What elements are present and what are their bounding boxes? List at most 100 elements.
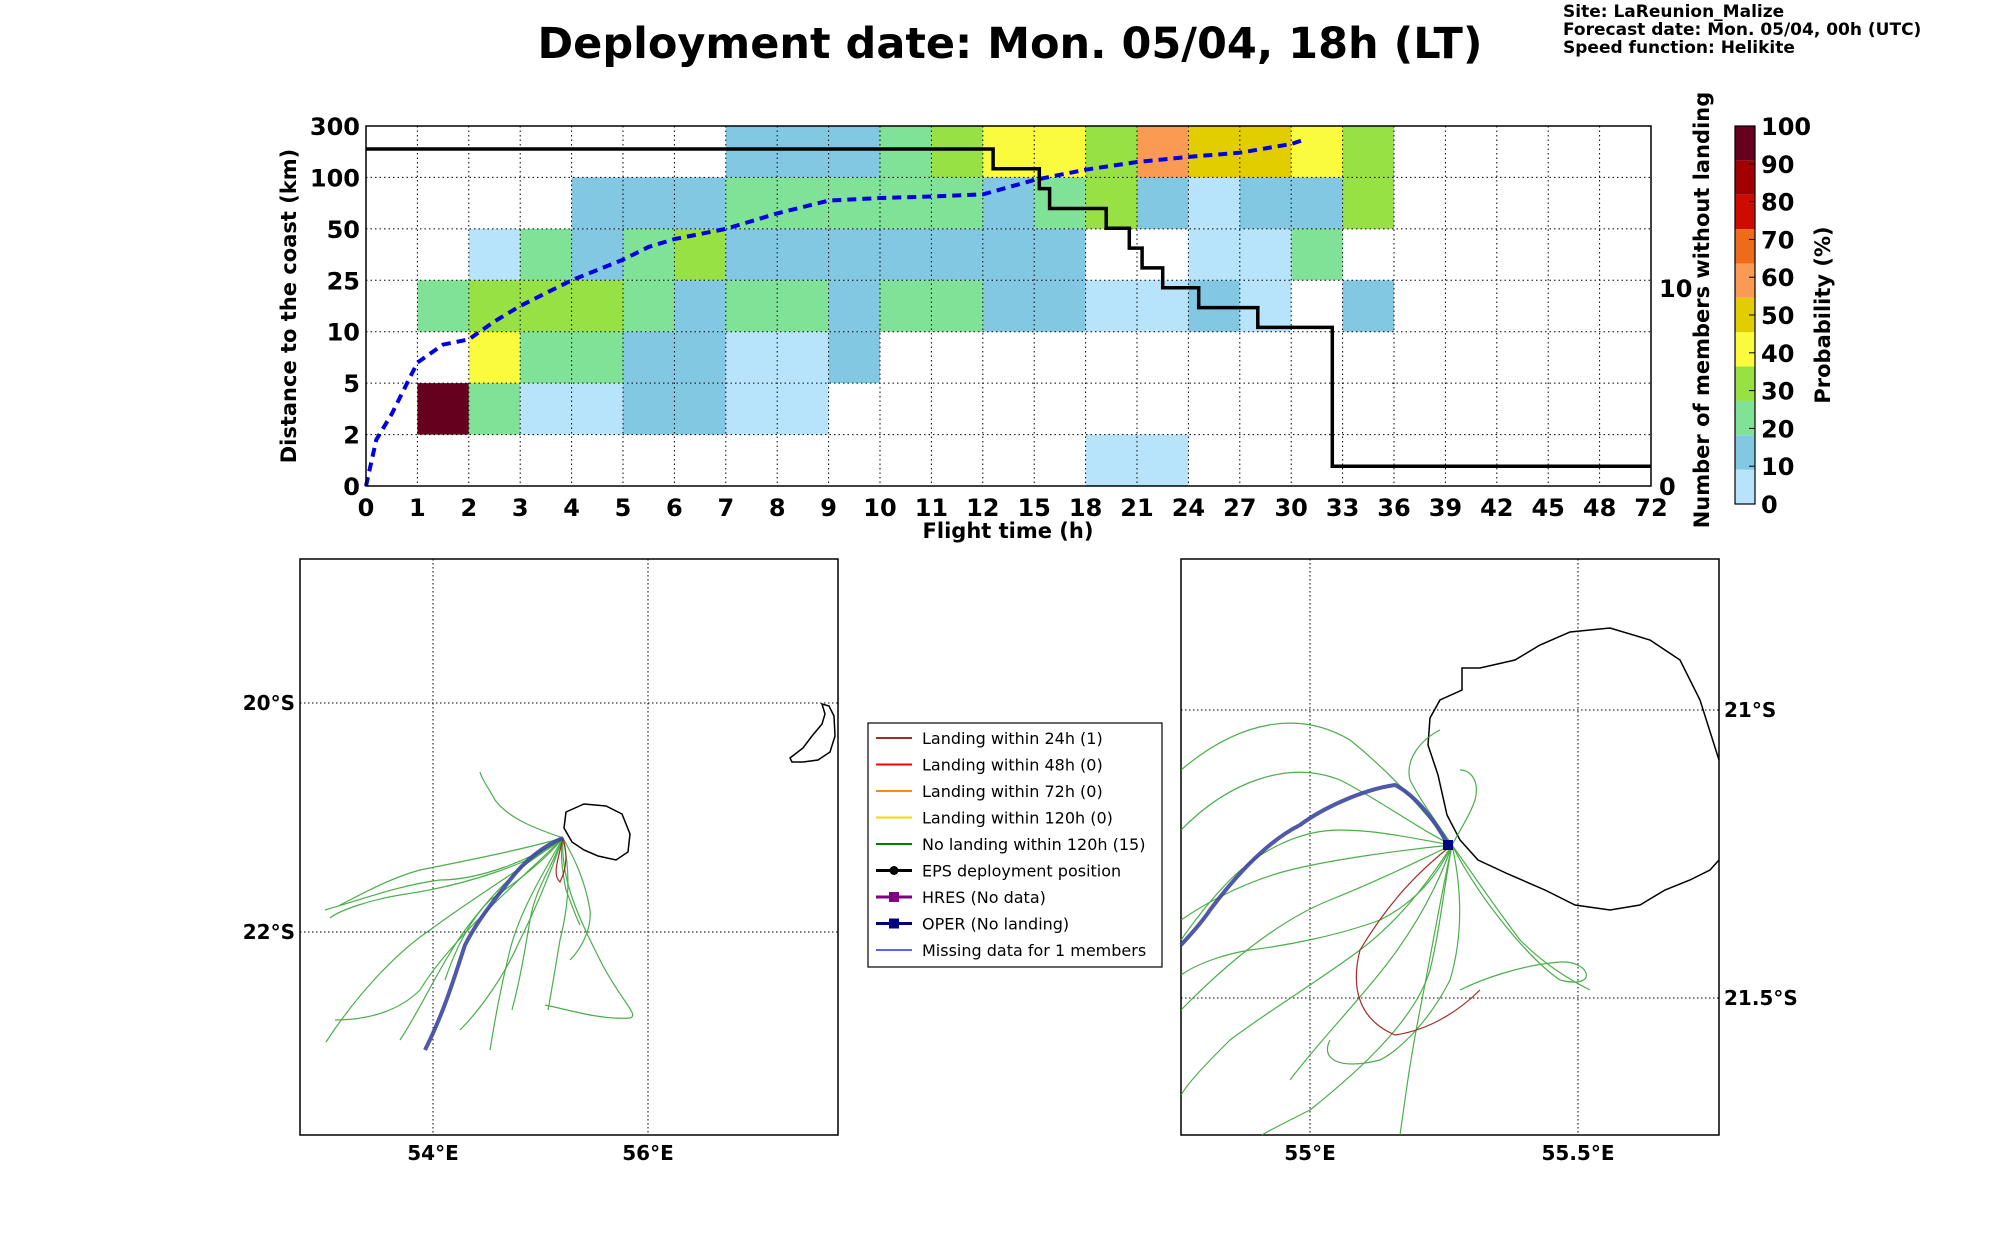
heatmap-cell [725,280,778,332]
legend-marker [889,918,899,929]
heatmap-cell [880,177,932,229]
colorbar-tick-label: 50 [1761,302,1794,330]
heatmap-cell [982,177,1035,229]
legend-item: Missing data for 1 members [876,941,1146,960]
heatmap-cell [1342,177,1394,229]
longitude-label: 55°E [1284,1141,1336,1165]
legend-items: Landing within 24h (1) Landing within 48h… [876,729,1146,960]
legend-item: Landing within 24h (1) [876,729,1103,748]
map-right-tick-labels: 55°E 55.5°E 21°S 21.5°S [1284,698,1798,1165]
heatmap-cell [828,126,880,178]
heatmap-cell [1085,177,1137,229]
x-tick-label: 36 [1377,494,1410,522]
heatmap-cell [880,126,932,178]
x-tick-label: 12 [966,494,999,522]
oper-trajectory-left [423,836,564,1051]
map-left-tick-labels: 54°E 56°E 20°S 22°S [243,691,674,1165]
y-tick-label: 25 [327,267,360,295]
map-left-frame [299,558,839,1136]
x-tick-label: 72 [1634,494,1667,522]
x-tick-label: 24 [1172,494,1205,522]
heatmap-cell [520,331,572,384]
members-without-landing-line [366,147,1651,468]
heatmap-cell [1137,177,1189,229]
latitude-label: 20°S [243,691,295,715]
heatmap-cell [1137,434,1189,486]
colorbar-segment [1735,263,1755,298]
heatmap-cell [880,280,932,332]
legend-label: EPS deployment position [922,862,1121,881]
heatmap-cell [623,280,675,332]
x-tick-label: 39 [1429,494,1462,522]
heatmap-cell [623,383,675,435]
heatmap-cell [777,228,829,281]
heatmap-cell [468,331,521,384]
oper-trajectory-right [1179,782,1450,947]
colorbar-segment [1735,194,1755,230]
x-tick-label: 30 [1274,494,1307,522]
heatmap-cell [931,126,983,178]
colorbar-tick-labels: 0 10 20 30 40 50 60 70 80 90 100 [1749,113,1811,519]
heatmap-cell [1034,228,1086,281]
heatmap-cell [828,177,880,229]
heatmap-cell [777,383,829,435]
legend-item: No landing within 120h (15) [876,835,1145,854]
figure-title: Deployment date: Mon. 05/04, 18h (LT) [537,19,1482,69]
legend-label: No landing within 120h (15) [922,835,1145,854]
heatmap-cell [674,280,726,332]
heatmap-cell [468,383,521,435]
heatmap-cell [1239,177,1292,229]
heatmap-cell [623,331,675,384]
colorbar-tick-label: 10 [1761,453,1794,481]
legend-label: Missing data for 1 members [922,941,1146,960]
plot-frame [365,125,1652,487]
heatmap-cell [828,228,880,281]
heatmap-cell [520,280,572,332]
y-tick-label: 10 [327,319,360,347]
colorbar-tick-label: 20 [1761,415,1794,443]
colorbar-segment [1735,366,1755,401]
heatmap-cell [1188,126,1240,178]
heatmap-cell [1034,126,1086,178]
latitude-label: 21.5°S [1724,986,1798,1010]
x-tick-label: 7 [717,494,734,522]
heatmap-cells [417,126,1394,486]
colorbar-segment [1735,435,1755,470]
longitude-label: 54°E [407,1141,459,1165]
map-right: 55°E 55.5°E 21°S 21.5°S [1179,558,1798,1165]
x-tick-label: 15 [1017,494,1050,522]
heatmap-cell [1291,126,1343,178]
heatmap-cell [777,126,829,178]
heatmap-cell [725,228,778,281]
heatmap-cell [931,228,983,281]
legend-item: OPER (No landing) [876,915,1069,934]
heatmap-cell [571,228,623,281]
colorbar-label: Probability (%) [1811,226,1835,403]
colorbar-tick-label: 100 [1761,113,1811,141]
heatmap-cell [982,228,1035,281]
colorbar-segment [1735,229,1755,264]
heatmap-cell [931,177,983,229]
legend-marker [889,892,899,902]
x-tick-label: 6 [666,494,683,522]
colorbar-segment [1735,469,1755,504]
member-trajectory-landed-right [1355,844,1481,1036]
y-tick-label: 100 [310,164,360,192]
heatmap-cell [417,383,469,435]
heatmap-cell [571,331,623,384]
colorbar-tick-label: 70 [1761,226,1794,254]
colorbar-segment [1735,332,1755,367]
heatmap-cell [1085,434,1137,486]
x-tick-label: 4 [563,494,580,522]
oper-deployment-marker [1443,840,1453,850]
colorbar: 0 10 20 30 40 50 60 70 80 90 100 Probability (%) [1734,113,1835,519]
heatmap-cell [520,383,572,435]
heatmap-cell [1342,280,1394,332]
x-tick-label: 8 [769,494,786,522]
y-axis-label: Distance to the coast (km) [277,149,301,464]
legend-item: Landing within 48h (0) [876,756,1103,775]
chart-series [364,137,1651,487]
mean-distance-line [364,137,1308,487]
colorbar-segment [1735,297,1755,333]
